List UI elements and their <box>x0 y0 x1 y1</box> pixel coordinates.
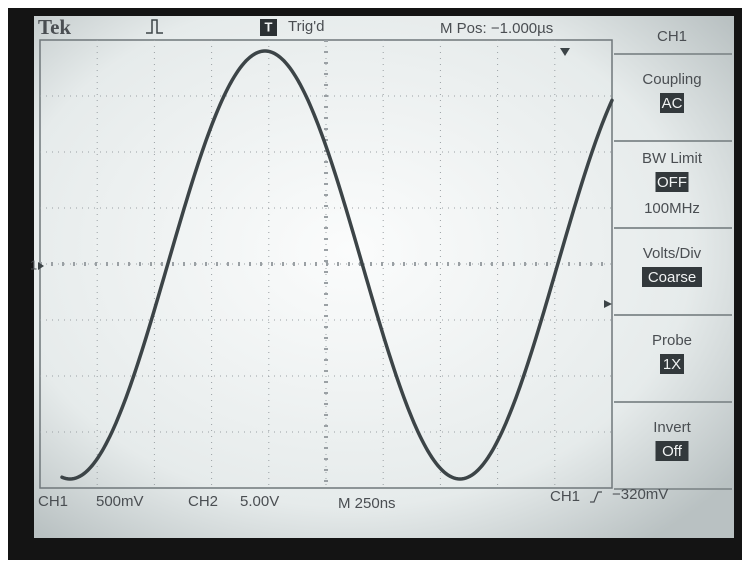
channel-marker: 1 <box>30 257 37 272</box>
menu-value: Off <box>662 443 683 460</box>
menu-value: 1X <box>663 356 681 373</box>
timebase: M 250ns <box>338 495 396 512</box>
menu-value: OFF <box>657 174 687 191</box>
ch2-label: CH2 <box>188 493 218 510</box>
brand: Tek <box>38 15 71 39</box>
menu-label: Coupling <box>642 71 701 88</box>
trigger-icon: T <box>265 19 273 34</box>
oscilloscope: Tek T Trig'd M Pos: −1.000µs 1 CH1 Coupl… <box>0 0 750 568</box>
screen <box>34 16 734 538</box>
trigger-status: Trig'd <box>288 18 324 35</box>
menu-label: BW Limit <box>642 150 703 167</box>
menu-label: Volts/Div <box>643 245 702 262</box>
menu-title: CH1 <box>657 28 687 45</box>
ch1-scale: 500mV <box>96 493 144 510</box>
ch2-scale: 5.00V <box>240 493 279 510</box>
horizontal-position: M Pos: −1.000µs <box>440 20 553 37</box>
trigger-source: CH1 <box>550 488 580 505</box>
menu-label: Probe <box>652 332 692 349</box>
menu-extra: 100MHz <box>644 200 700 217</box>
menu-label: Invert <box>653 419 691 436</box>
menu-value: AC <box>662 95 683 112</box>
ch1-label: CH1 <box>38 493 68 510</box>
menu-value: Coarse <box>648 269 696 286</box>
trigger-level: −320mV <box>612 486 668 503</box>
